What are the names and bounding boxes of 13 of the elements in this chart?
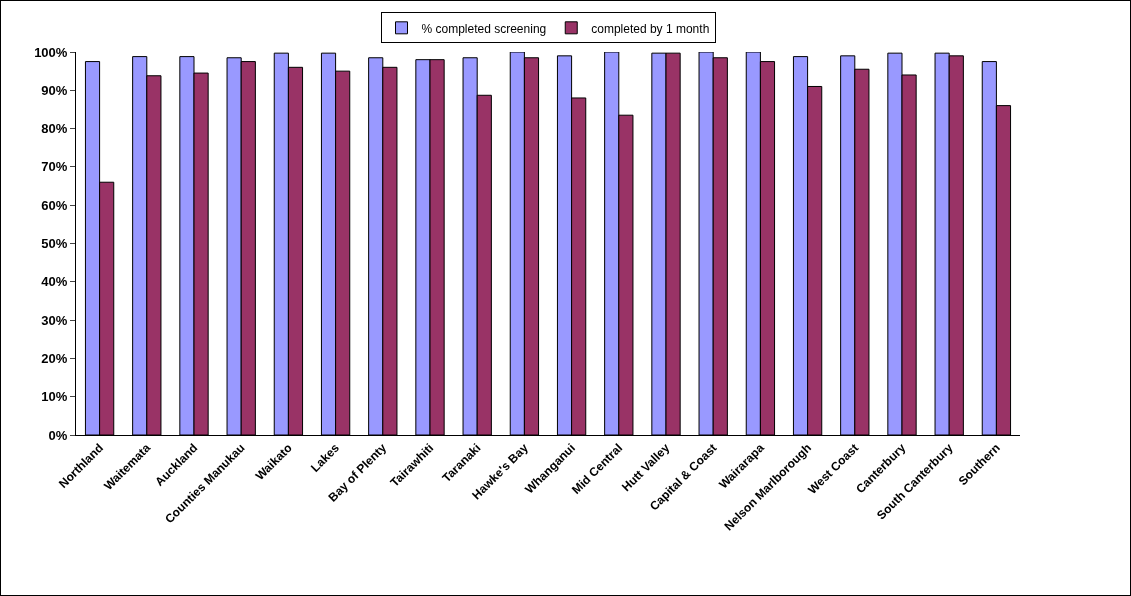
y-tick-label: 0% <box>48 427 68 443</box>
legend-label: completed by 1 month <box>591 21 710 36</box>
y-tick-label: 20% <box>41 350 68 366</box>
y-tick-label: 30% <box>41 312 68 328</box>
y-tick-label: 70% <box>41 159 68 175</box>
y-tick-label: 10% <box>41 389 68 405</box>
y-tick-label: 40% <box>41 274 68 290</box>
legend-label: % completed screening <box>421 21 547 36</box>
y-tick-label: 100% <box>34 44 68 60</box>
y-tick-label: 90% <box>41 82 68 98</box>
y-tick-label: 60% <box>41 197 68 213</box>
y-tick-label: 80% <box>41 121 68 137</box>
y-tick-label: 50% <box>41 236 68 252</box>
